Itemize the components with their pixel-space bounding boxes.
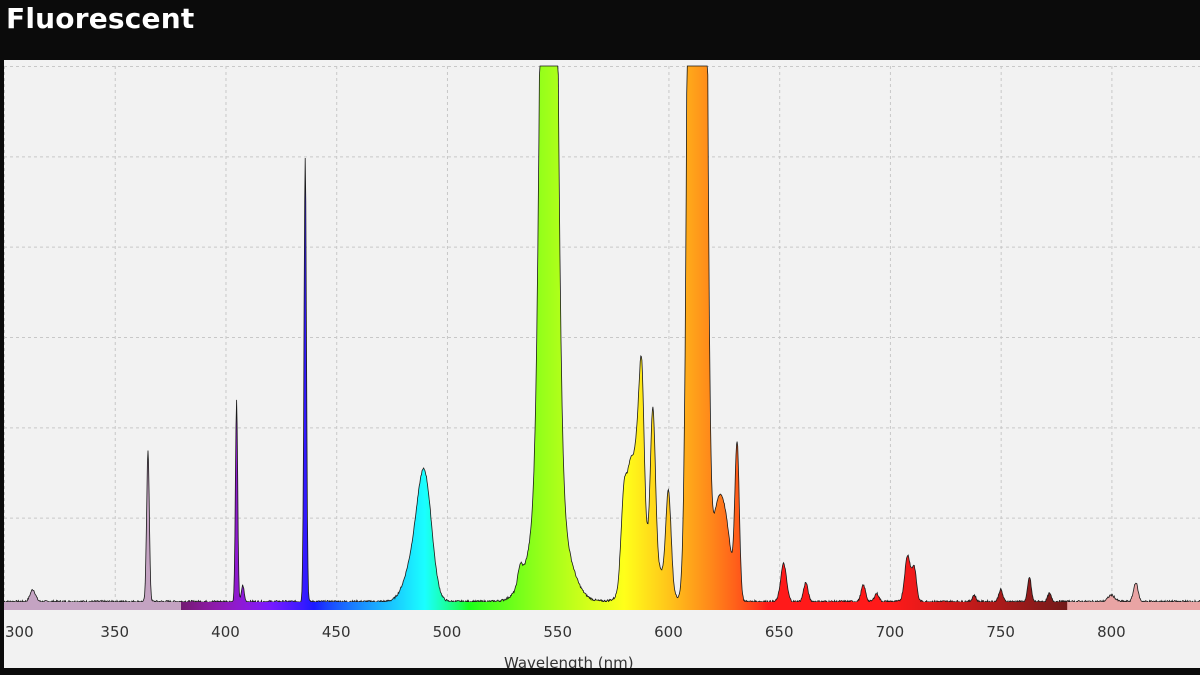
chart-panel: 300 350 400 450 500 550 600 650 700 750 800 Wavele…	[4, 60, 1200, 668]
screen-bottom-edge	[0, 668, 1200, 675]
x-tick-label: 600	[654, 623, 683, 641]
x-tick-label: 500	[433, 623, 462, 641]
grid-layer	[4, 66, 1200, 608]
x-tick-label: 700	[876, 623, 905, 641]
x-tick-label: 300	[5, 623, 34, 641]
spectrum-fill	[4, 65, 1200, 610]
chart-title: Fluorescent	[6, 2, 195, 35]
x-tick-label: 750	[986, 623, 1015, 641]
x-axis-label: Wavelength (nm)	[504, 654, 634, 668]
x-tick-label: 450	[322, 623, 351, 641]
x-axis-ticks: 300 350 400 450 500 550 600 650 700 750 800	[5, 623, 1126, 641]
x-tick-label: 650	[765, 623, 794, 641]
x-tick-label: 550	[543, 623, 572, 641]
spectrum-baseline-strip	[4, 602, 1200, 610]
x-tick-label: 350	[100, 623, 129, 641]
spectrum-chart: 300 350 400 450 500 550 600 650 700 750 800 Wavele…	[4, 65, 1200, 668]
x-tick-label: 400	[211, 623, 240, 641]
x-tick-label: 800	[1097, 623, 1126, 641]
